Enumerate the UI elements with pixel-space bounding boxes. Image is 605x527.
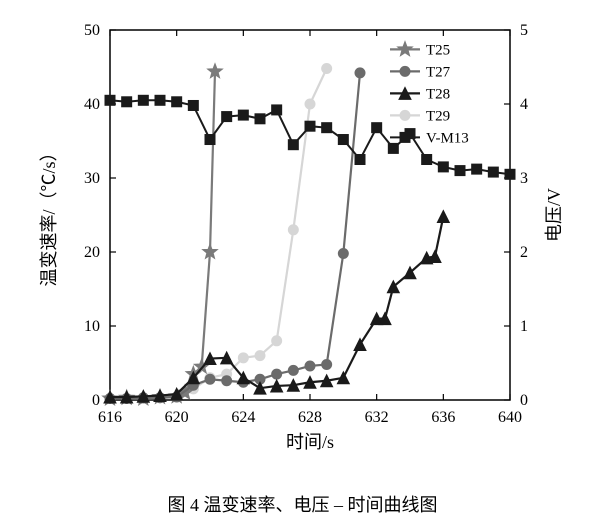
- svg-text:T27: T27: [426, 64, 451, 80]
- svg-text:10: 10: [84, 318, 100, 335]
- svg-text:T29: T29: [426, 108, 450, 124]
- svg-text:628: 628: [298, 409, 322, 426]
- svg-text:50: 50: [84, 22, 100, 39]
- svg-text:40: 40: [84, 96, 100, 113]
- svg-text:4: 4: [520, 96, 528, 113]
- svg-text:时间/s: 时间/s: [286, 432, 334, 452]
- svg-text:T28: T28: [426, 86, 450, 102]
- svg-text:632: 632: [365, 409, 389, 426]
- svg-text:0: 0: [520, 392, 528, 409]
- svg-text:2: 2: [520, 244, 528, 261]
- svg-text:620: 620: [165, 409, 189, 426]
- svg-text:616: 616: [98, 409, 122, 426]
- svg-text:636: 636: [431, 409, 455, 426]
- figure-caption: 图 4 温变速率、电压 – 时间曲线图: [0, 491, 605, 517]
- svg-text:30: 30: [84, 170, 100, 187]
- svg-text:20: 20: [84, 244, 100, 261]
- svg-text:T25: T25: [426, 42, 450, 58]
- svg-text:5: 5: [520, 22, 528, 39]
- svg-text:624: 624: [231, 409, 255, 426]
- svg-text:V-M13: V-M13: [426, 130, 469, 146]
- svg-text:1: 1: [520, 318, 528, 335]
- svg-text:温变速率/（℃/s）: 温变速率/（℃/s）: [39, 143, 59, 286]
- svg-text:电压/V: 电压/V: [544, 188, 564, 242]
- chart: 61662062462863263664001020304050012345时间…: [0, 0, 605, 470]
- svg-text:640: 640: [498, 409, 522, 426]
- svg-text:0: 0: [92, 392, 100, 409]
- svg-text:3: 3: [520, 170, 528, 187]
